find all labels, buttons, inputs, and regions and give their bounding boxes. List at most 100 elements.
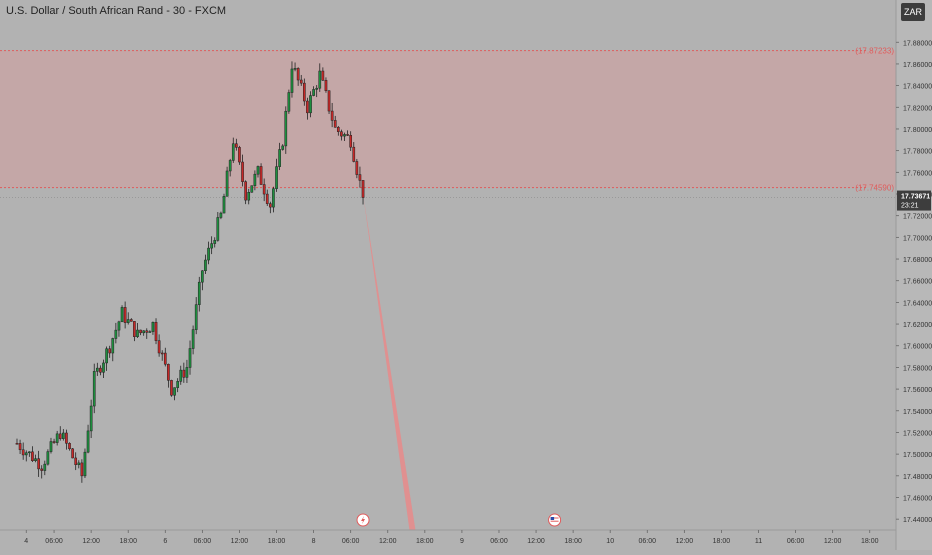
- price-tick-label: 17.48000: [903, 474, 932, 481]
- candle: [262, 178, 266, 202]
- lightning-glyph: [361, 516, 366, 524]
- candle: [309, 91, 312, 118]
- candle: [31, 446, 34, 463]
- candle-body-up: [309, 95, 312, 114]
- time-tick-label: 18:00: [713, 538, 731, 545]
- candle-body-up: [272, 188, 275, 208]
- candle-body-down: [302, 82, 306, 102]
- candle: [290, 61, 294, 98]
- time-tick-label: 12:00: [231, 538, 249, 545]
- candle: [281, 144, 285, 151]
- candle-body-up: [185, 367, 189, 378]
- candle: [327, 90, 331, 114]
- candle-body-down: [355, 161, 359, 175]
- time-tick-label: 18:00: [564, 538, 582, 545]
- candle-body-down: [157, 340, 161, 354]
- candle-body-down: [352, 146, 356, 162]
- candle: [182, 362, 186, 383]
- candle-body-down: [145, 330, 149, 333]
- candle-body-up: [284, 110, 288, 147]
- time-tick-label: 18:00: [861, 538, 879, 545]
- candle-body-up: [86, 430, 90, 453]
- candle: [306, 97, 309, 120]
- candle: [148, 330, 152, 333]
- time-tick-label: 11: [755, 538, 762, 545]
- candle-body-down: [71, 448, 74, 459]
- candle: [117, 320, 121, 337]
- candle-body-up: [247, 192, 251, 201]
- candle-body-down: [269, 203, 272, 208]
- candle: [194, 297, 198, 335]
- candle-body-down: [15, 443, 19, 445]
- candle-body-down: [333, 120, 337, 128]
- candle-body-up: [318, 70, 322, 89]
- candle: [114, 322, 118, 344]
- price-tick-label: 17.76000: [903, 170, 932, 177]
- candle: [133, 321, 136, 342]
- candle: [269, 201, 272, 214]
- price-tick-label: 17.64000: [903, 300, 932, 307]
- candle: [89, 399, 93, 439]
- candle-body-down: [65, 432, 68, 444]
- candle-body-down: [330, 110, 334, 121]
- candle: [293, 62, 297, 72]
- candle: [55, 430, 59, 446]
- candle-body-up: [201, 270, 204, 283]
- candle: [259, 163, 263, 185]
- candle-body-up: [213, 240, 217, 244]
- resistance-zone-layer: (17.87233) (17.74590): [0, 47, 896, 198]
- candle-body-down: [154, 321, 158, 341]
- candle: [241, 154, 244, 187]
- candle: [43, 460, 47, 476]
- candle-body-down: [133, 321, 136, 337]
- candle-body-down: [167, 363, 170, 381]
- candle: [157, 334, 161, 357]
- candle-body-up: [210, 243, 213, 249]
- price-tick-label: 17.88000: [903, 40, 932, 47]
- time-tick-label: 12:00: [824, 538, 842, 545]
- candle-body-up: [114, 329, 118, 339]
- candle: [312, 86, 315, 97]
- candle-body-down: [40, 468, 44, 471]
- candle: [136, 323, 139, 338]
- candle: [37, 450, 40, 477]
- candle: [86, 424, 90, 454]
- price-tick-label: 17.68000: [903, 257, 932, 264]
- candle: [352, 142, 356, 163]
- candle-body-up: [253, 173, 257, 186]
- candle: [83, 448, 87, 479]
- candle-body-up: [173, 387, 176, 396]
- candle: [68, 442, 71, 451]
- time-tick-label: 18:00: [119, 538, 137, 545]
- candle: [228, 158, 232, 177]
- price-tick-label: 17.70000: [903, 235, 932, 242]
- candle: [247, 188, 251, 205]
- time-tick-label: 06:00: [194, 538, 212, 545]
- candle-body-up: [89, 405, 93, 432]
- candle-body-up: [312, 89, 315, 96]
- time-tick-label: 18:00: [268, 538, 286, 545]
- candle-body-up: [62, 432, 65, 439]
- candle-body-up: [126, 319, 130, 323]
- us-flag-event-icon[interactable]: [548, 513, 562, 527]
- currency-badge[interactable]: ZAR: [901, 3, 925, 21]
- time-tick-label: 9: [460, 538, 464, 545]
- candle-body-up: [222, 196, 226, 214]
- candle: [95, 362, 99, 376]
- projection-layer: [363, 194, 416, 530]
- candle: [256, 165, 260, 178]
- candle: [34, 454, 37, 463]
- candle-body-up: [136, 329, 139, 337]
- candle-body-down: [259, 166, 263, 185]
- candle-body-up: [281, 145, 285, 150]
- lightning-event-icon[interactable]: [356, 513, 370, 527]
- candle: [123, 301, 127, 329]
- candle: [225, 166, 229, 197]
- price-tick-label: 17.80000: [903, 127, 932, 134]
- candle-body-up: [219, 212, 223, 218]
- candle: [235, 138, 238, 151]
- candle: [302, 78, 306, 106]
- candle: [28, 451, 31, 457]
